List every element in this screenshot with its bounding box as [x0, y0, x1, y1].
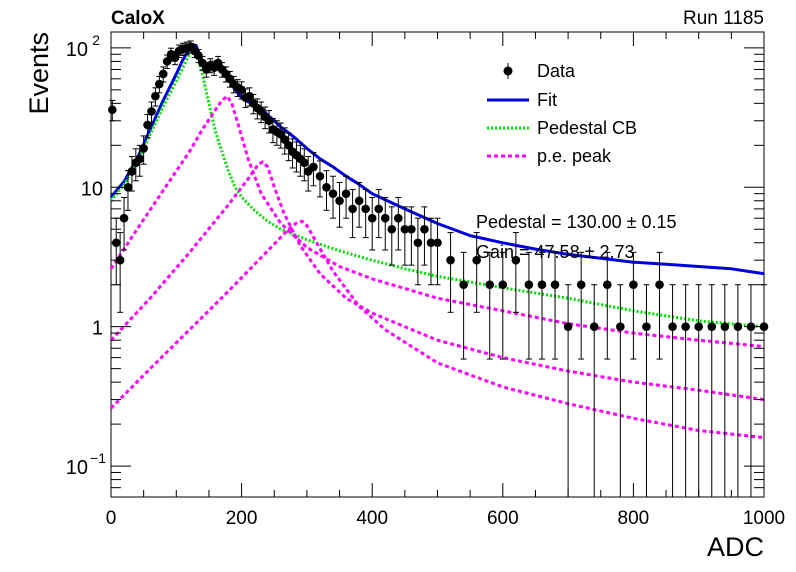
legend-item-pe-peak: p.e. peak	[487, 146, 612, 166]
x-axis-title: ADC	[707, 532, 764, 562]
data-point	[563, 284, 573, 497]
data-point	[446, 232, 455, 313]
data-point	[400, 206, 410, 266]
data-point	[151, 87, 160, 107]
y-tick-label: 10	[66, 39, 88, 61]
data-point	[524, 251, 534, 360]
data-point	[746, 284, 756, 497]
data-point	[123, 170, 133, 211]
data-point	[707, 284, 717, 497]
legend-label-data: Data	[537, 61, 576, 81]
data-point	[158, 66, 168, 83]
data-point	[681, 284, 690, 497]
data-point	[139, 135, 148, 165]
x-tick-label: 400	[356, 508, 388, 529]
run-label: Run 1185	[683, 8, 764, 29]
data-point	[309, 152, 318, 187]
experiment-label: CaloX	[111, 8, 165, 29]
data-point	[315, 160, 325, 198]
data-point	[322, 170, 331, 211]
data-points	[108, 40, 769, 497]
data-point	[485, 251, 495, 360]
data-point	[299, 148, 309, 182]
data-point	[537, 251, 547, 360]
data-point	[616, 284, 625, 497]
data-point	[668, 284, 677, 497]
data-point	[387, 206, 397, 266]
data-point	[361, 188, 370, 239]
x-tick-label: 1000	[743, 508, 785, 529]
legend-label-fit: Fit	[537, 90, 557, 110]
data-point	[433, 217, 442, 286]
data-point	[459, 251, 468, 360]
data-point	[147, 101, 156, 124]
x-tick-label: 200	[226, 508, 258, 529]
data-point	[576, 251, 586, 360]
data-point	[111, 217, 121, 286]
data-point	[374, 188, 384, 239]
data-point	[589, 284, 599, 497]
y-tick-exponent: 2	[92, 32, 100, 48]
y-tick-exponent: −1	[90, 450, 106, 466]
data-point	[380, 196, 390, 251]
data-point	[394, 196, 403, 251]
data-point	[759, 284, 769, 497]
x-tick-label: 0	[106, 508, 117, 529]
data-point	[629, 251, 638, 360]
data-point	[720, 284, 730, 497]
data-point	[733, 284, 743, 497]
data-point	[119, 196, 129, 251]
data-point	[367, 196, 377, 251]
legend: Data Fit Pedestal CB p.e. peak	[487, 61, 637, 166]
data-point	[284, 132, 293, 162]
data-point	[602, 251, 612, 360]
data-point	[335, 181, 344, 228]
x-tick-label: 800	[618, 508, 650, 529]
y-axis-title: Events	[24, 32, 54, 115]
y-tick-label: 10	[66, 457, 88, 479]
data-point	[115, 232, 125, 313]
data-point	[341, 175, 351, 219]
y-tick-label: 1	[92, 318, 103, 340]
data-point	[407, 206, 416, 266]
data-point	[655, 251, 664, 360]
data-point	[348, 188, 357, 239]
data-point	[426, 217, 436, 286]
data-point	[511, 232, 521, 313]
data-point	[642, 284, 651, 497]
data-point	[328, 175, 338, 219]
data-point	[550, 251, 560, 360]
data-point	[155, 75, 164, 94]
fit-gain-text: Gain = 47.58 ± 2.73	[476, 242, 635, 262]
series-line-4	[109, 160, 765, 402]
legend-item-data: Data	[503, 61, 576, 81]
series-line-2	[109, 49, 765, 329]
data-point	[498, 251, 508, 360]
data-point	[413, 217, 423, 286]
y-tick-label: 10	[81, 178, 103, 200]
legend-item-pedestal: Pedestal CB	[487, 118, 637, 138]
x-tick-label: 600	[487, 508, 519, 529]
series-line-3	[109, 94, 765, 349]
data-point	[694, 284, 703, 497]
legend-label-pe-peak: p.e. peak	[537, 146, 612, 166]
data-point	[354, 181, 364, 228]
fit-pedestal-text: Pedestal = 130.00 ± 0.15	[476, 212, 677, 232]
data-point	[420, 206, 429, 266]
data-point	[472, 232, 481, 313]
legend-label-pedestal: Pedestal CB	[537, 118, 637, 138]
legend-item-fit: Fit	[487, 90, 557, 110]
